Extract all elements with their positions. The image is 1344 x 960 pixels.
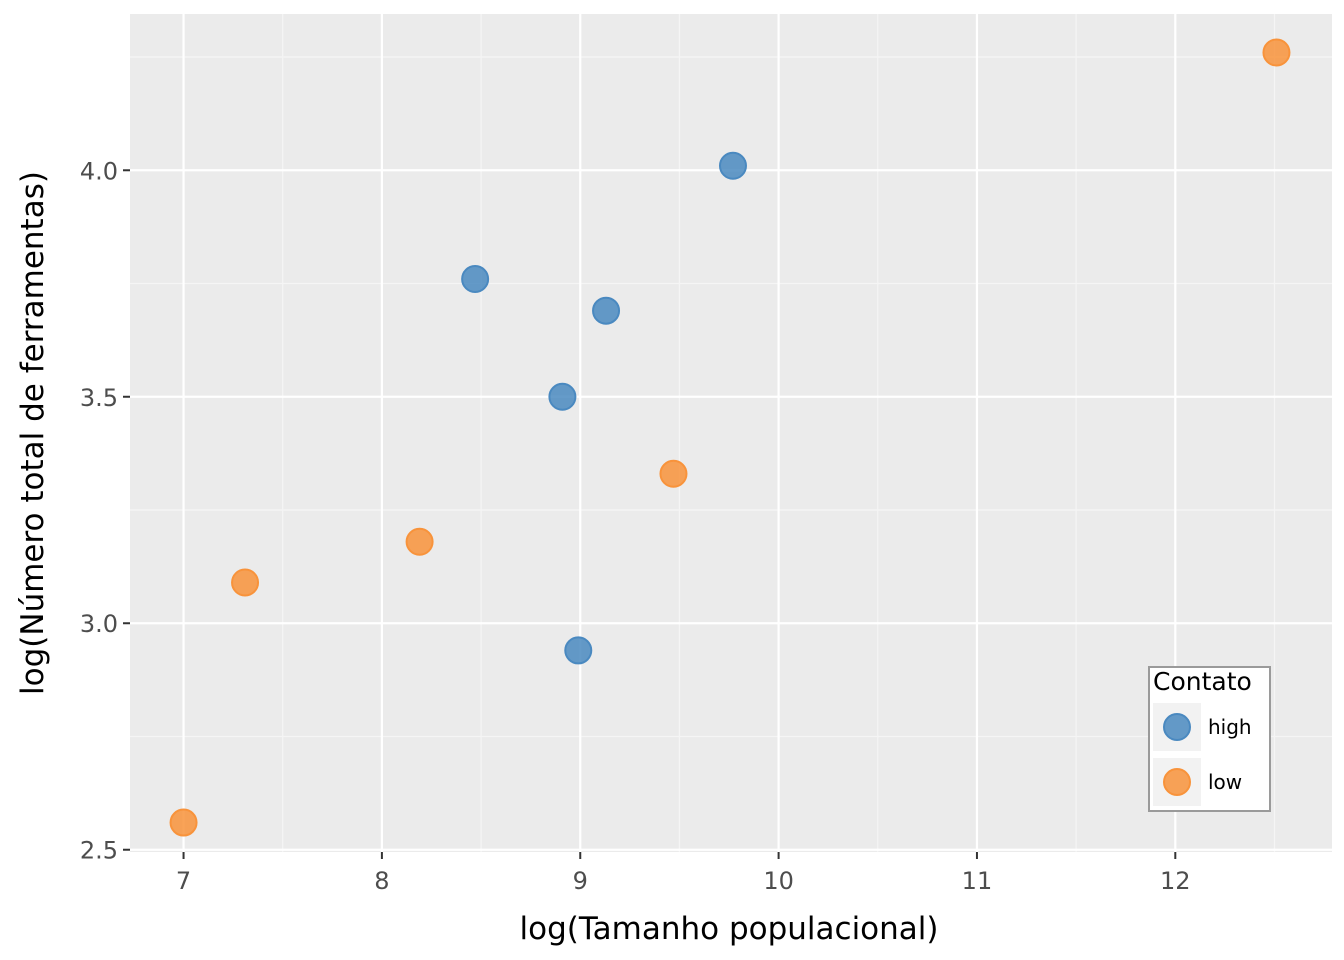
minor-gridlines: [130, 14, 1332, 852]
data-point-low: [405, 527, 434, 556]
data-point-low: [1262, 38, 1291, 67]
y-tick-label: 4.0: [80, 157, 118, 185]
data-point-high: [592, 296, 621, 325]
x-tick-label: 7: [176, 867, 191, 895]
data-point-low: [659, 459, 688, 488]
legend-title: Contato: [1153, 667, 1252, 696]
data-point-low: [169, 808, 198, 837]
x-tick-label: 12: [1160, 867, 1191, 895]
data-point-high: [718, 151, 747, 180]
y-tick-label: 3.0: [80, 610, 118, 638]
major-gridlines: [130, 14, 1332, 852]
data-point-high: [564, 636, 593, 665]
legend-marker-high: [1163, 713, 1191, 741]
x-tick-label: 10: [763, 867, 794, 895]
y-axis-title: log(Número total de ferramentas): [15, 171, 51, 695]
y-tick-label: 3.5: [80, 384, 118, 412]
data-point-high: [461, 264, 490, 293]
legend: Contato high low: [1148, 666, 1271, 812]
data-points: [169, 38, 1291, 837]
x-axis-title: log(Tamanho populacional): [519, 911, 938, 947]
x-tick-label: 9: [573, 867, 588, 895]
y-axis-ticks: 2.5 3.0 3.5 4.0: [80, 157, 130, 865]
data-point-low: [231, 568, 260, 597]
y-tick-label: 2.5: [80, 837, 118, 865]
legend-label-high: high: [1208, 715, 1252, 739]
data-point-high: [548, 382, 577, 411]
legend-marker-low: [1163, 768, 1191, 796]
x-tick-label: 11: [962, 867, 993, 895]
x-axis-ticks: 7 8 9 10 11 12: [176, 852, 1191, 895]
x-tick-label: 8: [374, 867, 389, 895]
legend-label-low: low: [1208, 770, 1242, 794]
